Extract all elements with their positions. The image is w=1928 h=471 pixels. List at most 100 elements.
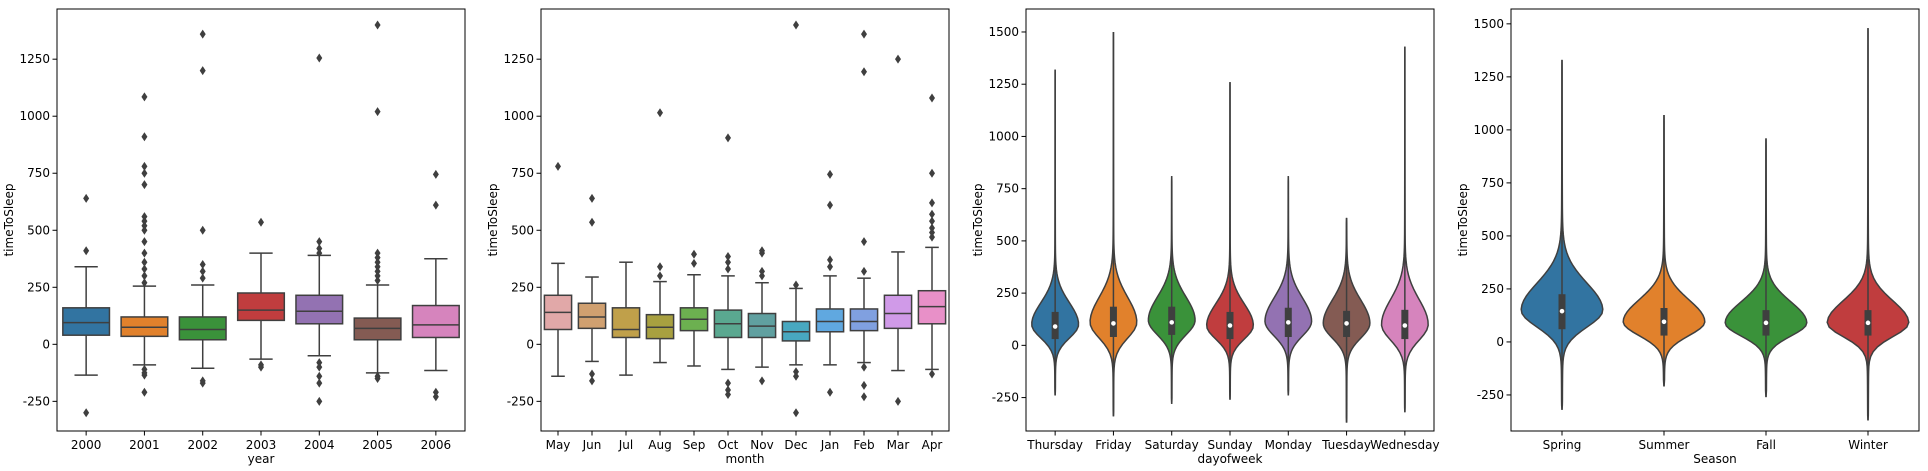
outlier-point <box>83 193 90 203</box>
y-tick-label: 1250 <box>503 52 534 66</box>
outlier-point <box>316 53 323 63</box>
x-tick-label: 2006 <box>421 438 452 452</box>
outlier-point <box>861 67 867 77</box>
median-point <box>1169 320 1175 325</box>
outlier-point <box>83 246 90 256</box>
outlier-point <box>725 378 731 388</box>
y-tick-label: 250 <box>1481 282 1504 296</box>
y-axis-label: timeToSleep <box>2 183 16 256</box>
outlier-point <box>793 20 799 30</box>
box-Mar <box>883 54 913 406</box>
outlier-point <box>759 266 765 276</box>
x-tick-label: Apr <box>922 438 943 452</box>
y-axis-label: timeToSleep <box>971 183 985 256</box>
outlier-point <box>555 161 561 171</box>
outlier-point <box>141 132 148 142</box>
y-tick-label: -250 <box>992 391 1019 405</box>
box-Apr <box>917 93 947 379</box>
dayofweek-violin-panel: -250 0 250 500 750 1000 1250 1500 Thursday Friday… <box>971 8 1440 466</box>
y-tick-label: 0 <box>42 337 50 351</box>
outlier-point <box>725 133 731 143</box>
outlier-point <box>141 161 148 171</box>
violin-Wednesday <box>1380 46 1429 413</box>
outlier-point <box>725 264 731 274</box>
axes-frame <box>1510 8 1920 432</box>
outlier-point <box>759 271 765 281</box>
x-tick-label: 2002 <box>187 438 218 452</box>
outlier-point <box>759 376 765 386</box>
outlier-point <box>827 387 833 397</box>
box-iqr <box>577 302 607 330</box>
x-axis-label: month <box>726 452 765 466</box>
outlier-point <box>929 369 935 379</box>
outlier-point <box>374 257 381 267</box>
outlier-point <box>199 259 206 269</box>
x-tick-label: Tuesday <box>1321 438 1371 452</box>
box-iqr <box>411 304 460 339</box>
outlier-point <box>83 408 90 418</box>
box-2001 <box>120 92 169 397</box>
violin-Thursday <box>1031 69 1080 396</box>
outlier-point <box>929 93 935 103</box>
violin-Summer <box>1622 115 1706 387</box>
box-Dec <box>781 20 811 418</box>
outlier-point <box>199 29 206 39</box>
outlier-point <box>589 369 595 379</box>
x-tick-label: Summer <box>1639 438 1690 452</box>
outlier-point <box>199 266 206 276</box>
median-point <box>1052 324 1058 329</box>
outlier-point <box>141 248 148 258</box>
y-tick-label: 1250 <box>1473 70 1504 84</box>
outlier-point <box>374 20 381 30</box>
violin-Spring <box>1520 59 1604 410</box>
outlier-point <box>374 271 381 281</box>
outlier-point <box>793 367 799 377</box>
violin-Friday <box>1089 31 1138 417</box>
outlier-point <box>316 244 323 254</box>
y-axis-label: timeToSleep <box>486 183 500 256</box>
outlier-point <box>374 266 381 276</box>
y-tick-label: 750 <box>27 166 50 180</box>
y-tick-label: 500 <box>996 234 1019 248</box>
outlier-point <box>199 225 206 235</box>
x-tick-label: Aug <box>648 438 671 452</box>
y-axis-label: timeToSleep <box>1456 183 1470 256</box>
box-iqr <box>236 292 286 322</box>
y-tick-label: 500 <box>1481 229 1504 243</box>
box-Jun <box>577 193 607 386</box>
box-2006 <box>411 169 460 402</box>
outlier-point <box>861 237 867 247</box>
y-tick-label: -250 <box>1477 388 1504 402</box>
outlier-point <box>657 108 663 118</box>
outlier-point <box>316 362 323 372</box>
outlier-point <box>657 271 663 281</box>
outlier-point <box>929 209 935 219</box>
box-Aug <box>645 108 675 364</box>
outlier-point <box>258 362 264 372</box>
x-axis-label: year <box>248 452 275 466</box>
outlier-point <box>374 262 381 272</box>
box-Oct <box>713 133 743 400</box>
violin-Winter <box>1826 28 1910 421</box>
y-tick-label: 0 <box>1496 335 1504 349</box>
y-tick-label: 750 <box>1481 176 1504 190</box>
outlier-point <box>725 385 731 395</box>
outlier-point <box>827 255 833 265</box>
outlier-point <box>316 378 323 388</box>
outlier-point <box>141 168 148 178</box>
box-iqr <box>883 294 913 330</box>
outlier-point <box>861 29 867 39</box>
median-point <box>1227 323 1233 328</box>
y-tick-label: 750 <box>996 182 1019 196</box>
x-tick-label: Winter <box>1848 438 1888 452</box>
x-axis-label: Season <box>1693 452 1737 466</box>
y-tick-label: 500 <box>27 223 50 237</box>
outlier-point <box>691 249 697 259</box>
y-tick-label: 250 <box>511 280 534 294</box>
median-point <box>1661 319 1667 325</box>
median-point <box>1285 320 1291 325</box>
outlier-point <box>929 232 935 242</box>
x-tick-label: 2000 <box>71 438 102 452</box>
x-tick-label: Friday <box>1095 438 1131 452</box>
